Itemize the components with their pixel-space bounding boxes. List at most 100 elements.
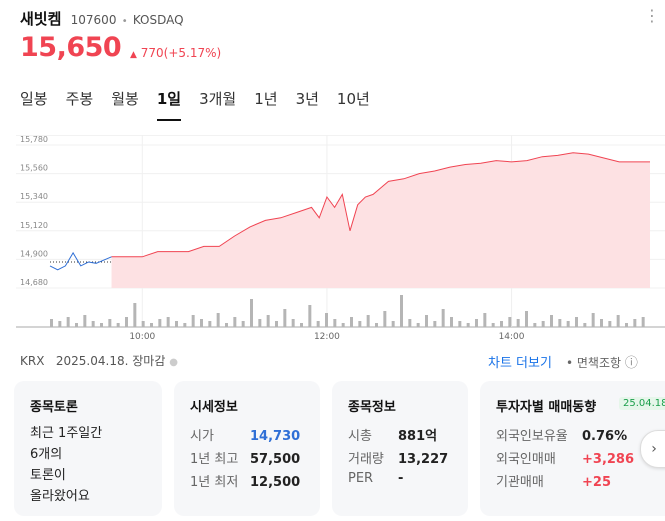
- tab-1year[interactable]: 1년: [254, 90, 278, 108]
- volume-bar: [150, 323, 153, 327]
- volume-bar: [350, 317, 353, 327]
- investor-row: 외국인보유율 0.76%: [496, 425, 627, 444]
- volume-bar: [441, 309, 445, 327]
- info-label: 시총: [348, 429, 372, 444]
- volume-bar: [75, 323, 78, 327]
- quote-card[interactable]: 시세정보 시가 14,730 1년 최고 57,500 1년 최저 12,500: [174, 381, 320, 516]
- quote-row: 시가 14,730: [190, 425, 300, 444]
- info-label: 거래량: [348, 452, 384, 467]
- quote-card-title: 시세정보: [190, 400, 238, 415]
- volume-bar: [100, 323, 103, 327]
- quote-row: 1년 최고 57,500: [190, 448, 300, 467]
- stock-code: 107600: [70, 13, 117, 27]
- volume-bar: [466, 323, 470, 327]
- separator-dot: •: [121, 16, 128, 27]
- y-tick-label: 15,340: [20, 192, 48, 201]
- volume-bar: [200, 319, 203, 327]
- volume-bar: [208, 321, 212, 327]
- volume-bar: [50, 319, 53, 327]
- volume-bar: [158, 319, 162, 327]
- volume-bar: [616, 315, 620, 327]
- info-label: PER: [348, 471, 374, 486]
- quote-label: 1년 최고: [190, 452, 239, 467]
- discussion-card[interactable]: 종목토론 최근 1주일간 6개의 토론이 올라왔어요: [14, 381, 162, 516]
- volume-bar: [133, 303, 137, 327]
- volume-bar: [250, 299, 253, 327]
- info-value: 881억: [398, 429, 438, 444]
- volume-bar: [258, 319, 262, 327]
- volume-bar: [66, 317, 70, 327]
- volume-bar: [300, 323, 303, 327]
- volume-bar: [458, 321, 462, 327]
- volume-bar: [600, 319, 603, 327]
- price-line-down: [49, 251, 112, 271]
- volume-bar: [425, 315, 428, 327]
- stock-info-card-title: 종목정보: [348, 400, 396, 415]
- tab-daily[interactable]: 일봉: [20, 90, 48, 108]
- market-status: KRX 2025.04.18. 장마감 ●: [20, 352, 178, 369]
- quote-row: 1년 최저 12,500: [190, 471, 300, 490]
- y-tick-label: 15,780: [20, 135, 48, 144]
- tab-10years[interactable]: 10년: [336, 90, 370, 108]
- next-card-button[interactable]: ›: [640, 430, 665, 468]
- volume-bar: [233, 317, 237, 327]
- tab-weekly[interactable]: 주봉: [65, 90, 94, 108]
- date-badge: 25.04.18: [619, 397, 665, 410]
- investor-value: 0.76%: [582, 429, 628, 444]
- investor-label: 외국인보유율: [496, 429, 568, 444]
- volume-bar: [500, 321, 503, 327]
- y-tick-label: 14,680: [20, 278, 48, 287]
- volume-bar: [283, 309, 287, 327]
- volume-bar: [508, 317, 512, 327]
- volume-bar: [558, 319, 562, 327]
- y-tick-label: 15,120: [20, 221, 48, 230]
- volume-bar: [433, 321, 437, 327]
- disclaimer-link[interactable]: • 면책조항 ⓘ: [566, 352, 638, 371]
- info-row: PER -: [348, 471, 403, 486]
- volume-bar: [341, 323, 345, 327]
- tab-3months[interactable]: 3개월: [199, 90, 237, 108]
- session-status: 장마감: [132, 354, 166, 368]
- volume-bar: [116, 323, 120, 327]
- volume-bar: [641, 317, 645, 327]
- more-menu-icon[interactable]: ⋮: [644, 6, 660, 25]
- stock-info-card[interactable]: 종목정보 시총 881억 거래량 13,227 PER -: [332, 381, 468, 516]
- price-chart[interactable]: 15,780 15,560 15,340 15,120 14,900 14,680 10:0…: [0, 135, 665, 345]
- volume-bar: [325, 313, 328, 327]
- volume-bar: [483, 313, 487, 327]
- tab-3years[interactable]: 3년: [295, 90, 319, 108]
- investor-value: +3,286: [582, 452, 635, 467]
- tab-1day[interactable]: 1일: [156, 88, 182, 121]
- tab-monthly[interactable]: 월봉: [111, 90, 139, 108]
- volume-bar: [516, 319, 520, 327]
- stock-market: KOSDAQ: [132, 13, 184, 27]
- volume-bar: [175, 321, 178, 327]
- quote-value: 12,500: [250, 475, 301, 490]
- volume-bar: [266, 315, 270, 327]
- status-date: 2025.04.18.: [55, 354, 129, 368]
- chart-more-link[interactable]: 차트 더보기: [488, 356, 552, 371]
- volume-bar: [550, 315, 553, 327]
- investor-trend-card[interactable]: 투자자별 매매동향 25.04.18 외국인보유율 0.76% 외국인매매 +3,2…: [480, 381, 665, 516]
- volume-bar: [525, 311, 528, 327]
- x-tick-label: 10:00: [129, 332, 155, 342]
- volume-bar: [308, 305, 312, 327]
- exchange-label: KRX: [20, 354, 45, 368]
- volume-bar: [166, 317, 170, 327]
- volume-bar: [366, 315, 370, 327]
- stock-name: 새빗켐: [20, 10, 62, 28]
- volume-bar: [191, 315, 195, 327]
- change-value: 770(+5.17%): [140, 46, 222, 60]
- info-value: -: [398, 471, 404, 486]
- info-row: 거래량 13,227: [348, 448, 448, 467]
- y-tick-label: 15,560: [20, 164, 48, 173]
- volume-bar: [391, 321, 395, 327]
- volume-bar: [608, 321, 612, 327]
- volume-bar: [358, 321, 362, 327]
- info-row: 시총 881억: [348, 425, 437, 444]
- volume-bar: [333, 319, 337, 327]
- x-tick-label: 14:00: [499, 332, 525, 342]
- volume-bar: [275, 321, 278, 327]
- current-price: 15,650: [20, 32, 122, 63]
- volume-bar: [583, 323, 587, 327]
